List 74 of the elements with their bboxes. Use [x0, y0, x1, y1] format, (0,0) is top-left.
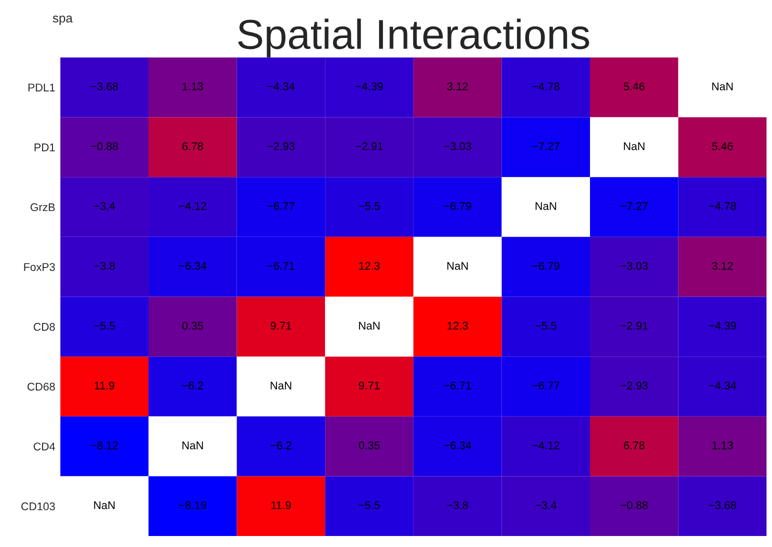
- data-label: −4.12: [532, 441, 560, 450]
- data-label: −4.34: [267, 82, 295, 90]
- data-label: −8.19: [179, 501, 206, 510]
- data-label: −4.39: [356, 82, 383, 90]
- y-tick-label: CD8: [34, 322, 55, 331]
- data-label: −6.2: [270, 441, 292, 450]
- data-label: 1.13: [712, 441, 733, 450]
- data-label: 0.35: [182, 322, 204, 330]
- data-label: −7.27: [532, 142, 560, 150]
- data-label: −2.91: [620, 322, 648, 330]
- data-label: −5.5: [358, 202, 380, 210]
- data-label: −6.77: [267, 202, 294, 210]
- data-label: −4.78: [532, 82, 560, 90]
- data-label: 11.9: [271, 501, 291, 510]
- y-tick-label: FoxP3: [24, 263, 55, 271]
- data-label: −3.03: [620, 262, 648, 270]
- data-label: 12.3: [448, 322, 468, 330]
- data-label: 9.71: [358, 382, 380, 390]
- data-label: 0.35: [358, 441, 380, 450]
- data-label: −3.8: [447, 501, 468, 510]
- data-label: −6.79: [532, 262, 560, 270]
- data-label: −4.12: [179, 202, 206, 210]
- text: NaN: [447, 262, 468, 270]
- data-label: −4.34: [708, 382, 736, 390]
- text: NaN: [94, 501, 115, 510]
- data-label: −6.79: [444, 202, 472, 210]
- text: NaN: [536, 202, 556, 210]
- data-label: −3.4: [94, 202, 116, 210]
- text: NaN: [182, 442, 203, 450]
- data-label: −5.5: [358, 501, 380, 510]
- data-label: −5.5: [94, 322, 115, 330]
- data-label: −7.27: [620, 202, 648, 210]
- data-label: −6.71: [444, 382, 472, 390]
- data-label: −0.88: [90, 142, 118, 150]
- text: NaN: [624, 142, 644, 150]
- text: NaN: [359, 322, 380, 330]
- data-label: 6.78: [624, 441, 644, 450]
- y-tick-label: PDL1: [28, 84, 55, 92]
- data-label: −6.2: [182, 382, 204, 390]
- data-label: −4.39: [708, 322, 736, 330]
- y-tick-label: CD68: [28, 382, 55, 391]
- data-label: −0.88: [620, 501, 648, 510]
- data-label: 6.78: [182, 142, 203, 150]
- y-tick-label: CD4: [34, 442, 56, 450]
- data-label: −2.93: [267, 142, 295, 150]
- data-label: −3.4: [535, 501, 556, 510]
- data-label: 3.12: [447, 82, 468, 90]
- data-label: −3.68: [708, 501, 736, 510]
- y-tick-label: CD103: [21, 502, 55, 510]
- data-label: 12.3: [359, 262, 380, 270]
- data-label: −6.34: [179, 262, 206, 270]
- data-label: −6.77: [532, 382, 560, 390]
- data-label: 1.13: [182, 82, 203, 90]
- data-label: −2.91: [356, 142, 383, 150]
- text: NaN: [712, 82, 733, 90]
- data-label: −8.12: [90, 441, 118, 450]
- data-label: −4.78: [708, 202, 736, 210]
- data-label: 11.9: [94, 382, 114, 390]
- data-label: 3.12: [712, 262, 733, 270]
- text: NaN: [270, 382, 292, 390]
- data-label: −6.34: [444, 441, 472, 450]
- data-label: −3.68: [90, 82, 118, 90]
- data-label: −2.93: [620, 382, 648, 390]
- data-label: 5.46: [624, 82, 644, 90]
- data-label: 9.71: [270, 322, 292, 330]
- chart-title: Spatial Interactions: [238, 18, 590, 58]
- data-label: 5.46: [712, 142, 733, 150]
- data-label: −3.8: [94, 262, 115, 270]
- y-tick-label: PD1: [34, 144, 55, 152]
- data-label: −5.5: [535, 322, 556, 330]
- text: spa: [52, 16, 73, 25]
- data-label: −6.71: [267, 262, 294, 270]
- y-tick-label: GrzB: [30, 203, 55, 212]
- data-label: −3.03: [444, 142, 472, 150]
